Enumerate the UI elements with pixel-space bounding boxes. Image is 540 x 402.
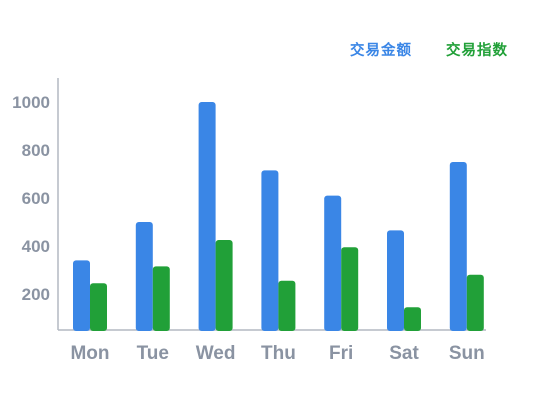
x-tick-label-mon: Mon xyxy=(70,343,109,364)
bar-wed-series-1[interactable] xyxy=(198,102,216,331)
y-tick-label: 800 xyxy=(22,141,50,160)
bar-sun-series-2[interactable] xyxy=(466,274,484,331)
bar-tue-series-2[interactable] xyxy=(152,266,170,331)
y-tick-label: 1000 xyxy=(12,93,50,112)
x-tick-label-sat: Sat xyxy=(389,343,419,364)
legend-series-1[interactable]: 交易金额 xyxy=(350,43,412,59)
y-tick-label: 400 xyxy=(22,237,50,256)
y-tick-label: 600 xyxy=(22,189,50,208)
bar-thu-series-1[interactable] xyxy=(261,170,279,331)
bar-fri-series-1[interactable] xyxy=(324,195,342,331)
bar-wed-series-2[interactable] xyxy=(215,240,233,331)
x-tick-label-sun: Sun xyxy=(449,343,485,364)
bar-sat-series-2[interactable] xyxy=(404,307,421,331)
y-tick-label: 200 xyxy=(22,285,50,304)
x-tick-label-tue: Tue xyxy=(137,343,169,364)
bar-mon-series-1[interactable] xyxy=(73,260,90,331)
x-tick-label-thu: Thu xyxy=(261,343,296,364)
bar-fri-series-2[interactable] xyxy=(341,247,359,331)
bar-sat-series-1[interactable] xyxy=(387,230,404,331)
bar-tue-series-1[interactable] xyxy=(135,222,153,331)
x-tick-label-fri: Fri xyxy=(329,343,353,364)
x-tick-label-wed: Wed xyxy=(196,343,236,364)
bar-mon-series-2[interactable] xyxy=(90,283,107,331)
legend-series-2[interactable]: 交易指数 xyxy=(446,43,508,59)
bar-sun-series-1[interactable] xyxy=(449,162,467,331)
bar-thu-series-2[interactable] xyxy=(278,280,296,331)
